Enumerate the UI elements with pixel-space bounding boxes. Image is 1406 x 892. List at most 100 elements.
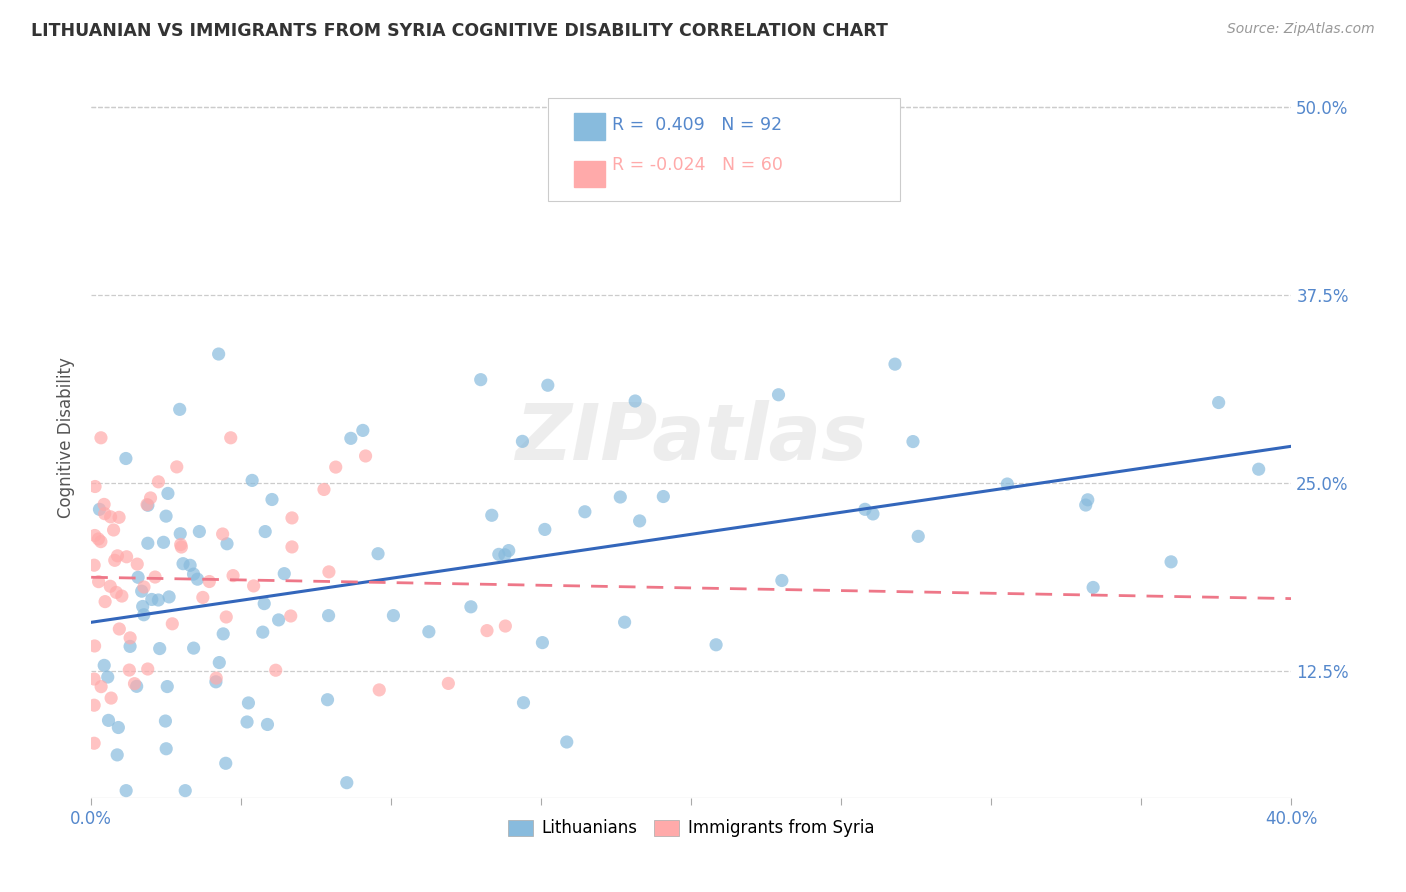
Point — [186, 572, 208, 586]
Y-axis label: Cognitive Disability: Cognitive Disability — [58, 358, 75, 518]
Point — [93, 658, 115, 673]
Point — [215, 537, 238, 551]
Point — [884, 357, 907, 371]
Point — [83, 672, 105, 686]
Point — [907, 529, 929, 543]
Point — [170, 537, 193, 551]
Point — [242, 579, 264, 593]
Point — [125, 679, 148, 693]
Point — [131, 599, 153, 614]
Point — [87, 574, 110, 589]
Point — [494, 548, 516, 562]
Point — [354, 449, 377, 463]
Point — [166, 459, 188, 474]
Point — [107, 721, 129, 735]
Point — [208, 656, 231, 670]
Point — [481, 508, 503, 523]
Point — [83, 528, 105, 542]
Point — [418, 624, 440, 639]
Point — [240, 474, 263, 488]
Point — [512, 434, 534, 449]
Point — [100, 691, 122, 706]
Point — [131, 584, 153, 599]
Text: R =  0.409   N = 92: R = 0.409 N = 92 — [612, 116, 782, 134]
Point — [254, 524, 277, 539]
Point — [169, 402, 191, 417]
Point — [281, 540, 304, 554]
Point — [470, 373, 492, 387]
Point — [325, 460, 347, 475]
Point — [157, 590, 180, 604]
Point — [652, 490, 675, 504]
Point — [83, 698, 105, 713]
Point — [170, 540, 193, 554]
Text: R = -0.024   N = 60: R = -0.024 N = 60 — [612, 156, 783, 174]
Point — [704, 638, 727, 652]
Point — [83, 736, 105, 750]
Point — [188, 524, 211, 539]
Point — [555, 735, 578, 749]
Point — [205, 671, 228, 685]
Point — [148, 593, 170, 607]
Point — [624, 394, 647, 409]
Point — [1077, 492, 1099, 507]
Point — [222, 568, 245, 582]
Point — [141, 592, 163, 607]
Point — [108, 510, 131, 524]
Point — [115, 451, 138, 466]
Point — [97, 714, 120, 728]
Point — [90, 680, 112, 694]
Point — [273, 566, 295, 581]
Point — [136, 662, 159, 676]
Point — [609, 490, 631, 504]
Point — [103, 523, 125, 537]
Point — [93, 497, 115, 511]
Point — [172, 557, 194, 571]
Point — [97, 670, 120, 684]
Point — [136, 498, 159, 512]
Point — [212, 627, 235, 641]
Point — [98, 579, 121, 593]
Point — [100, 509, 122, 524]
Point — [156, 680, 179, 694]
Point — [174, 783, 197, 797]
Point — [183, 567, 205, 582]
Point — [90, 534, 112, 549]
Point — [531, 635, 554, 649]
Point — [155, 509, 177, 524]
Point — [1208, 395, 1230, 409]
Point — [155, 714, 177, 728]
Point — [460, 599, 482, 614]
Point — [382, 608, 405, 623]
Point — [136, 536, 159, 550]
Point — [253, 597, 276, 611]
Point — [1081, 581, 1104, 595]
Point — [256, 717, 278, 731]
Point — [120, 640, 142, 654]
Point — [260, 492, 283, 507]
Point — [115, 549, 138, 564]
Point — [155, 741, 177, 756]
Point — [318, 565, 340, 579]
Point — [90, 431, 112, 445]
Point — [156, 486, 179, 500]
Point — [169, 526, 191, 541]
Point — [901, 434, 924, 449]
Point — [853, 502, 876, 516]
Point — [862, 507, 884, 521]
Point — [152, 535, 174, 549]
Point — [83, 558, 105, 573]
Point — [215, 610, 238, 624]
Point — [149, 641, 172, 656]
Point — [104, 553, 127, 567]
Point — [281, 511, 304, 525]
Point — [93, 507, 115, 521]
Point — [148, 475, 170, 489]
Point — [111, 589, 134, 603]
Point — [1247, 462, 1270, 476]
Point — [89, 502, 111, 516]
Point — [198, 574, 221, 589]
Point — [316, 692, 339, 706]
Point — [312, 483, 335, 497]
Point — [437, 676, 460, 690]
